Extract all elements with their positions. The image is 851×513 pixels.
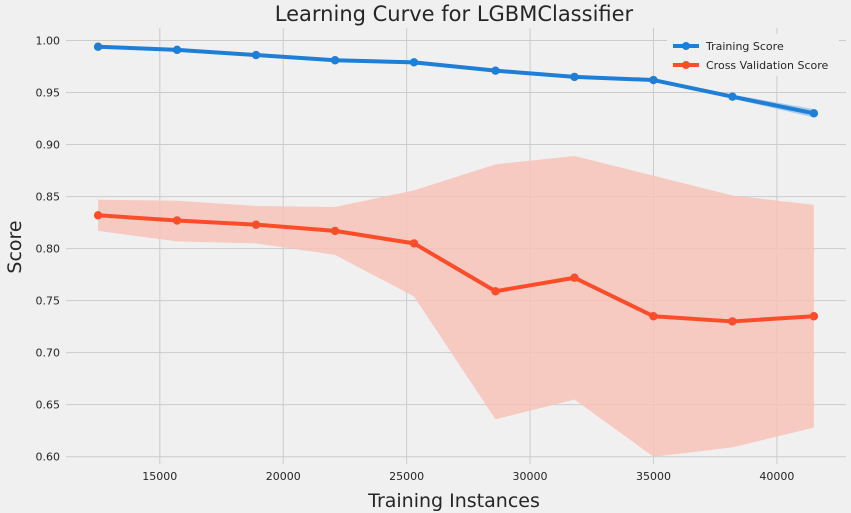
point-training <box>251 50 261 60</box>
point-cross-validation <box>251 220 261 229</box>
series-markers <box>93 42 819 326</box>
point-cross-validation <box>809 312 819 321</box>
band-cross-validation <box>98 155 814 457</box>
point-cross-validation <box>649 312 658 321</box>
chart-title: Learning Curve for LGBMClassifier <box>275 2 634 26</box>
series-lines <box>96 44 816 324</box>
y-tick-label: 0.65 <box>36 399 61 412</box>
y-tick-label: 0.85 <box>36 191 61 204</box>
x-tick-label: 15000 <box>142 470 177 483</box>
point-training <box>809 109 819 118</box>
line-training <box>96 44 816 116</box>
legend-box <box>667 34 839 76</box>
y-tick-label: 1.00 <box>36 34 61 47</box>
legend-marker-training <box>682 42 690 50</box>
x-tick-label: 25000 <box>389 470 424 483</box>
y-tick-label: 0.75 <box>36 295 61 308</box>
legend-label-training: Training Score <box>705 40 784 53</box>
point-cross-validation <box>93 211 103 220</box>
point-cross-validation <box>570 273 579 282</box>
point-training <box>728 92 737 101</box>
y-tick-label: 0.70 <box>36 347 61 360</box>
point-training <box>93 42 103 51</box>
line-cross-validation <box>96 213 816 324</box>
y-tick-label: 0.60 <box>36 451 61 464</box>
confidence-bands <box>98 45 814 457</box>
y-axis-label: Score <box>4 220 26 273</box>
point-cross-validation <box>491 287 500 296</box>
x-tick-label: 30000 <box>513 470 548 483</box>
y-tick-label: 0.80 <box>36 243 61 256</box>
point-training <box>649 75 658 85</box>
y-tick-label: 0.95 <box>36 87 61 100</box>
x-tick-label: 40000 <box>759 470 794 483</box>
point-training <box>570 72 579 82</box>
point-cross-validation <box>330 226 340 236</box>
point-training <box>491 66 500 75</box>
legend-marker-cross-validation <box>682 61 690 69</box>
point-cross-validation <box>172 216 182 225</box>
x-tick-label: 20000 <box>266 470 301 483</box>
y-tick-label: 0.90 <box>36 139 61 152</box>
x-axis-label: Training Instances <box>367 490 540 512</box>
legend: Training Score Cross Validation Score <box>667 34 839 76</box>
point-training <box>409 58 419 67</box>
point-cross-validation <box>409 239 419 248</box>
y-tick-labels: 0.60 0.65 0.70 0.75 0.80 0.85 0.90 0.95 1.00 <box>36 34 61 463</box>
x-tick-labels: 15000 20000 25000 30000 35000 40000 <box>142 470 794 483</box>
point-cross-validation <box>728 317 737 326</box>
point-training <box>172 45 182 55</box>
legend-label-cross-validation: Cross Validation Score <box>706 59 829 72</box>
point-training <box>330 56 340 65</box>
x-tick-label: 35000 <box>636 470 671 483</box>
